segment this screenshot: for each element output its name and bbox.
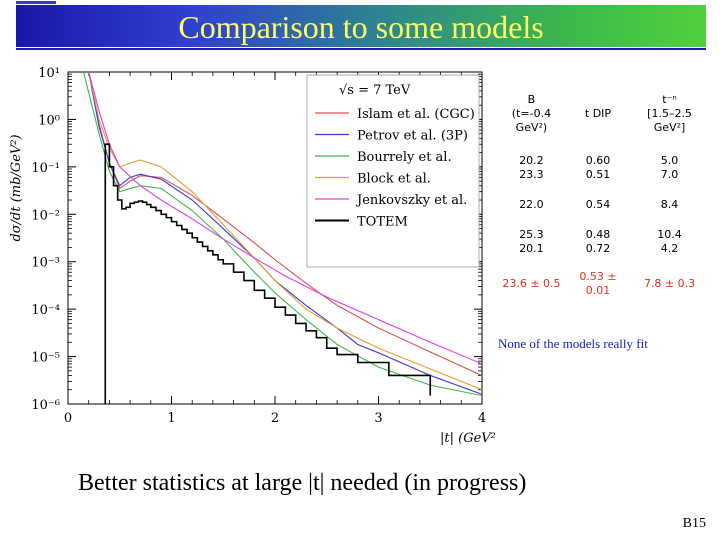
x-tick-label: 2: [271, 411, 279, 426]
header-t-power: t⁻ⁿ [1.5–2.5 GeV²]: [629, 82, 710, 146]
cell-b: 25.3 20.1: [519, 228, 544, 255]
series-line-totem: [104, 143, 432, 404]
y-tick-label: 10¹: [38, 66, 60, 81]
cross-section-chart: 0 1 2 3 4 10⁻⁶ 10⁻⁵ 10⁻⁴ 10⁻³ 10⁻² 10⁻¹ 10⁰ 10¹ |t| (…: [9, 66, 495, 446]
x-tick-label: 1: [167, 411, 175, 426]
slide-title: Comparison to some models: [178, 9, 544, 45]
header-t-dip-label: t DIP: [584, 107, 612, 120]
cell-b-totem: 23.6 ± 0.5: [502, 277, 561, 290]
legend-entry: Petrov et al. (3P): [357, 129, 468, 144]
series-line-jenkovszky: [88, 72, 482, 365]
cell-tn-totem: 7.8 ± 0.3: [643, 277, 696, 290]
y-tick-label: 10⁰: [38, 113, 60, 128]
cell-tdip: 0.60 0.51: [585, 154, 611, 181]
y-tick-label: 10⁻²: [31, 208, 60, 223]
cell-tdip: 0.54: [585, 198, 611, 211]
x-axis-label: |t| (GeV²): [440, 431, 495, 446]
series-line-block: [88, 72, 482, 391]
page-number: B15: [682, 516, 706, 531]
table-row: 20.2 23.3 0.60 0.51 5.0 7.0: [496, 146, 710, 190]
header-b-slope: B (t=-0.4 GeV²): [496, 82, 567, 146]
x-tick-label: 4: [478, 411, 486, 426]
bottom-statement: Better statistics at large |t| needed (i…: [78, 470, 527, 496]
legend-entry: Bourrely et al.: [357, 150, 452, 165]
legend-box: [306, 74, 480, 268]
cell-tn: 5.0 7.0: [660, 154, 679, 181]
y-tick-label: 10⁻⁶: [31, 398, 60, 413]
cell-b: 22.0: [519, 198, 544, 211]
legend-entry: Jenkovszky et al.: [355, 193, 467, 208]
y-tick-label: 10⁻⁵: [31, 351, 60, 366]
title-bar: Comparison to some models: [16, 5, 706, 50]
cell-tdip: 0.48 0.72: [585, 228, 611, 255]
legend-header: √s = 7 TeV: [339, 83, 411, 98]
legend-entry: TOTEM: [357, 215, 408, 230]
cell-tn: 8.4: [660, 198, 679, 211]
series-line-islam: [88, 72, 482, 376]
y-tick-label: 10⁻¹: [31, 161, 60, 176]
legend-entry: Block et al.: [357, 172, 431, 187]
x-tick-label: 3: [374, 411, 382, 426]
table-row: 22.0 0.54 8.4: [496, 190, 710, 220]
table-row: 25.3 20.1 0.48 0.72 10.4 4.2: [496, 220, 710, 264]
y-tick-label: 10⁻³: [31, 256, 60, 271]
model-parameter-table: B (t=-0.4 GeV²) t DIP t⁻ⁿ [1.5–2.5 GeV²] 20.…: [496, 82, 710, 304]
conclusion-note: None of the models really fit: [498, 336, 648, 351]
series-group: [82, 72, 482, 404]
title-underline: [16, 48, 706, 50]
table-row-totem: 23.6 ± 0.5 0.53 ±0.01 7.8 ± 0.3: [496, 264, 710, 304]
legend-entry: Islam et al. (CGC): [357, 107, 475, 122]
cell-b: 20.2 23.3: [519, 154, 544, 181]
series-line-petrov: [88, 72, 482, 395]
title-accent-line: [16, 1, 56, 4]
x-tick-label: 0: [64, 411, 72, 426]
y-axis-label: dσ/dt (mb/GeV²): [9, 134, 24, 241]
table-header-row: B (t=-0.4 GeV²) t DIP t⁻ⁿ [1.5–2.5 GeV²]: [496, 82, 710, 146]
header-t-power-label: t⁻ⁿ [1.5–2.5 GeV²]: [647, 93, 692, 134]
header-t-dip: t DIP: [567, 82, 629, 146]
cell-tdip-totem: 0.53 ±0.01: [579, 270, 617, 297]
header-b-label: B (t=-0.4 GeV²): [511, 93, 552, 134]
y-tick-label: 10⁻⁴: [31, 303, 60, 318]
cell-tn: 10.4 4.2: [657, 228, 682, 255]
